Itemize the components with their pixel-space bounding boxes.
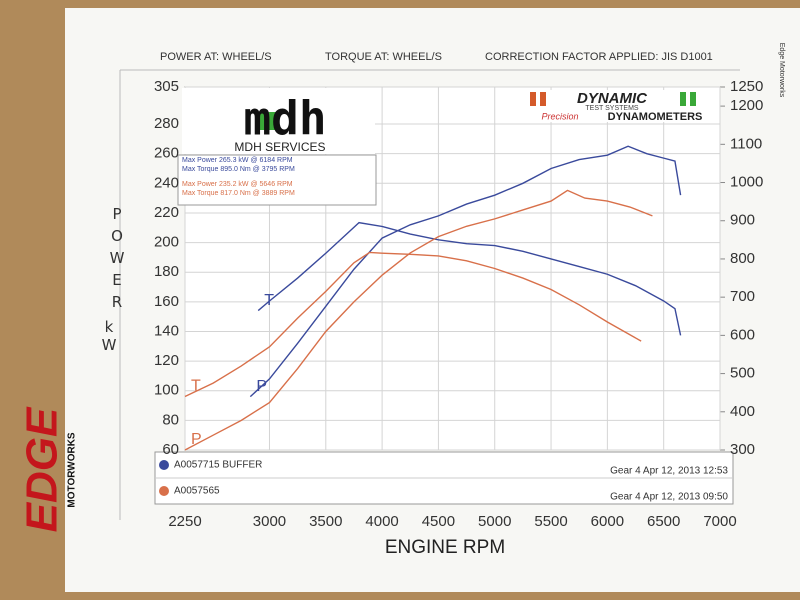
y2-tick-label: 300 (730, 441, 755, 458)
stripe (690, 92, 696, 106)
dynamic-sub: TEST SYSTEMS (585, 105, 638, 112)
y2-tick-label: 1100 (730, 135, 762, 152)
motorworks: MOTORWORKS (67, 432, 78, 508)
y-tick-label: 220 (154, 204, 179, 221)
y-tick-label: 305 (154, 78, 179, 95)
x-tick-label: 4500 (422, 513, 455, 530)
stripe (680, 92, 686, 106)
y-axis-unit: kW (100, 318, 118, 354)
y-tick-label: 240 (154, 174, 179, 191)
legend-swatch (159, 486, 169, 496)
y2-tick-label: 600 (730, 326, 755, 343)
header-text: CORRECTION FACTOR APPLIED: JIS D1001 (485, 51, 713, 63)
y-tick-label: 200 (154, 234, 179, 251)
x-axis-label: ENGINE RPM (385, 537, 505, 558)
x-tick-label: 4000 (365, 513, 398, 530)
curve-label: T (264, 292, 274, 309)
info-box (177, 154, 377, 206)
header-text: POWER AT: WHEEL/S (160, 51, 272, 63)
x-tick-label: 5500 (534, 513, 567, 530)
info-text: Max Power 265.3 kW @ 6184 RPM (182, 157, 293, 164)
curve (184, 189, 653, 451)
x-tick-label: 7000 (703, 513, 736, 530)
x-tick-label: 3000 (253, 513, 286, 530)
info-text: Max Torque 895.0 Nm @ 3795 RPM (182, 166, 295, 173)
info-text: Max Torque 817.0 Nm @ 3889 RPM (182, 190, 295, 197)
x-tick-label: 3500 (309, 513, 342, 530)
y-tick-label: 160 (154, 293, 179, 310)
precision: Precision (541, 111, 578, 121)
x-tick-label: 6000 (591, 513, 624, 530)
y2-tick-label: 800 (730, 250, 755, 267)
x-tick-label: 5000 (478, 513, 511, 530)
y-tick-label: 60 (162, 441, 179, 458)
stripe (540, 92, 546, 106)
side-text: Edge Motorworks (778, 43, 785, 98)
legend-label: A0057565 (174, 486, 220, 497)
y2-tick-label: 700 (730, 288, 755, 305)
y2-tick-label: 900 (730, 212, 755, 229)
y-tick-label: 120 (154, 352, 179, 369)
header-text: TORQUE AT: WHEEL/S (325, 51, 442, 63)
mdh-name: MDH SERVICES (234, 140, 325, 154)
curve-label: P (256, 378, 267, 395)
curve-label: P (191, 431, 202, 448)
y-tick-label: 260 (154, 145, 179, 162)
y-tick-label: 100 (154, 382, 179, 399)
curve (257, 221, 682, 336)
legend-swatch (159, 460, 169, 470)
y2-tick-label: 400 (730, 403, 755, 420)
y-tick-label: 80 (162, 411, 179, 428)
dynamic-logo: DYNAMIC (577, 90, 648, 107)
y2-tick-label: 500 (730, 365, 755, 382)
mdh-logo-bg (182, 88, 375, 154)
legend-timestamp: Gear 4 Apr 12, 2013 09:50 (610, 492, 728, 503)
stripe (530, 92, 536, 106)
curve (184, 251, 642, 398)
y2-tick-label: 1250 (730, 78, 763, 95)
legend-timestamp: Gear 4 Apr 12, 2013 12:53 (610, 466, 728, 477)
paper-edge (740, 8, 800, 592)
info-text: Max Power 235.2 kW @ 5646 RPM (182, 181, 293, 188)
edge-logo: EDGE (18, 406, 67, 532)
y-tick-label: 140 (154, 322, 179, 339)
y-tick-label: 280 (154, 115, 179, 132)
curve (249, 145, 682, 398)
x-tick-label: 2250 (168, 513, 201, 530)
y2-tick-label: 1000 (730, 173, 763, 190)
dynamometers: DYNAMOMETERS (608, 111, 703, 123)
curve-label: T (191, 378, 201, 395)
y-tick-label: 180 (154, 263, 179, 280)
x-tick-label: 6500 (647, 513, 680, 530)
mdh-green (260, 112, 278, 130)
y2-tick-label: 1200 (730, 97, 763, 114)
y-axis-label: POWER (108, 205, 126, 315)
legend-label: A0057715 BUFFER (174, 460, 262, 471)
mdh-logo: mdh (243, 92, 326, 146)
